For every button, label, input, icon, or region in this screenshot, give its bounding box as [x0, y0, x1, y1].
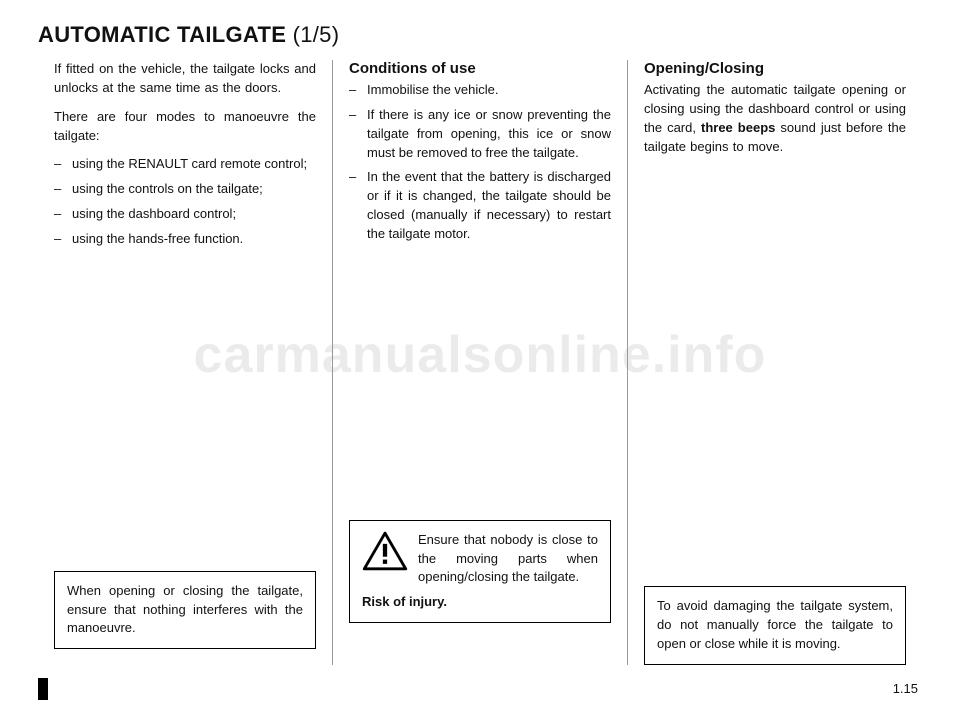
col2-heading: Conditions of use [349, 60, 611, 77]
col1-intro-1: If fitted on the vehicle, the tailgate l… [54, 60, 316, 98]
col1-intro-2: There are four modes to manoeuvre the ta… [54, 108, 316, 146]
page-title: AUTOMATIC TAILGATE (1/5) [38, 22, 922, 48]
spacer [644, 166, 906, 576]
col3-paragraph: Activating the automatic tailgate openin… [644, 81, 906, 156]
spacer [349, 254, 611, 510]
title-suffix: (1/5) [293, 22, 340, 47]
manual-page: carmanualsonline.info AUTOMATIC TAILGATE… [0, 0, 960, 710]
column-1: If fitted on the vehicle, the tailgate l… [38, 60, 332, 665]
column-2: Conditions of use Immobilise the vehicle… [332, 60, 627, 665]
list-item: If there is any ice or snow preventing t… [349, 106, 611, 163]
col3-text-bold: three beeps [701, 120, 775, 135]
col1-caution-box: When opening or closing the tailgate, en… [54, 571, 316, 650]
footer-mark-icon [38, 678, 48, 700]
spacer [54, 259, 316, 561]
page-number: 1.15 [893, 681, 918, 696]
warning-risk-label: Risk of injury. [362, 593, 598, 612]
warning-triangle-icon [362, 531, 408, 577]
list-item: Immobilise the vehicle. [349, 81, 611, 100]
warning-text: Ensure that nobody is close to the movin… [418, 531, 598, 588]
column-3: Opening/Closing Activating the automatic… [627, 60, 922, 665]
title-main: AUTOMATIC TAILGATE [38, 22, 286, 47]
list-item: using the controls on the tailgate; [54, 180, 316, 199]
col2-conditions-list: Immobilise the vehicle. If there is any … [349, 81, 611, 244]
list-item: using the hands-free function. [54, 230, 316, 249]
warning-row: Ensure that nobody is close to the movin… [362, 531, 598, 588]
col3-heading: Opening/Closing [644, 60, 906, 77]
content-columns: If fitted on the vehicle, the tailgate l… [38, 60, 922, 665]
col2-warning-box: Ensure that nobody is close to the movin… [349, 520, 611, 623]
col3-caution-box: To avoid damaging the tailgate system, d… [644, 586, 906, 665]
list-item: using the dashboard control; [54, 205, 316, 224]
list-item: using the RENAULT card remote control; [54, 155, 316, 174]
list-item: In the event that the battery is dischar… [349, 168, 611, 243]
col1-mode-list: using the RENAULT card remote control; u… [54, 155, 316, 248]
